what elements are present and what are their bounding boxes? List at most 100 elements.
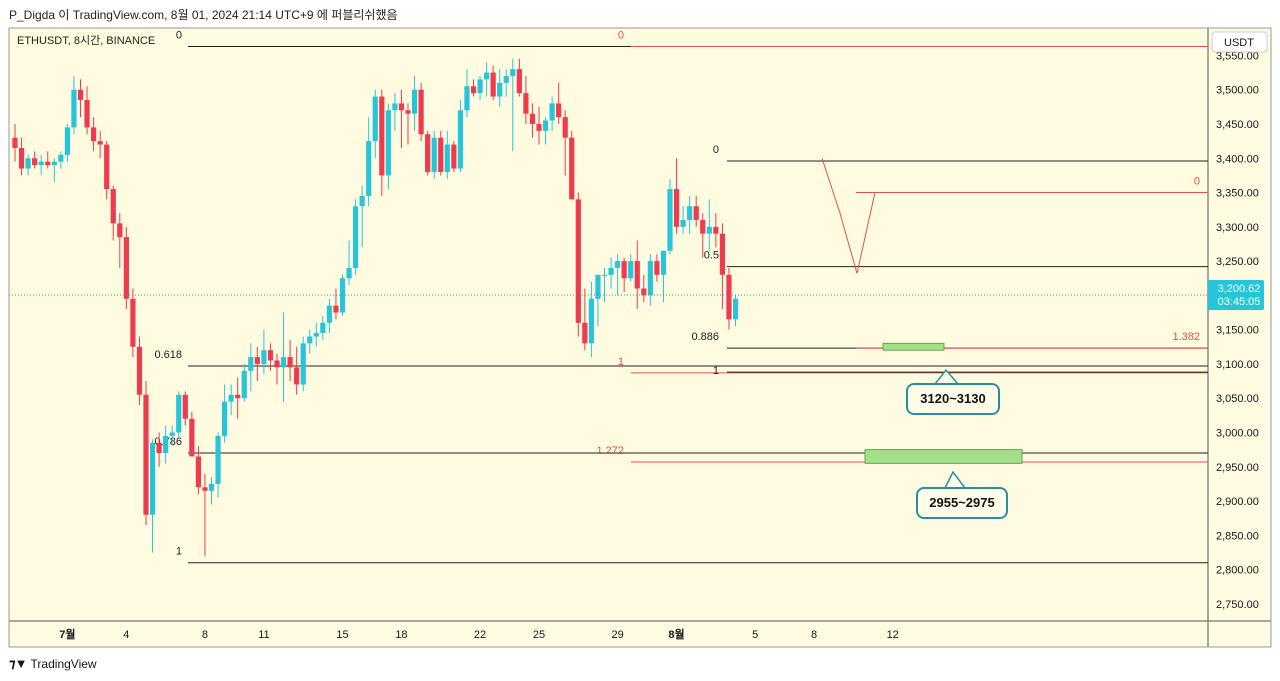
price-tick-label: 3,450.00 bbox=[1216, 119, 1259, 131]
plot-area[interactable] bbox=[9, 28, 1208, 621]
candle bbox=[628, 254, 634, 282]
price-axis[interactable] bbox=[1208, 28, 1271, 647]
candle-body bbox=[615, 261, 621, 268]
candle bbox=[261, 329, 267, 375]
callout-zone-2955[interactable]: 2955~2975 bbox=[916, 487, 1008, 519]
candle-body bbox=[366, 141, 372, 196]
candle bbox=[274, 353, 280, 385]
candle bbox=[359, 185, 365, 248]
price-tick-label: 3,300.00 bbox=[1216, 222, 1259, 234]
candle-body bbox=[104, 144, 110, 190]
candle bbox=[248, 343, 254, 392]
candle-body bbox=[732, 298, 739, 320]
candle-body bbox=[274, 360, 280, 368]
candle bbox=[687, 195, 693, 234]
symbol-label: ETHUSDT, 8시간, BINANCE bbox=[17, 34, 155, 47]
candle bbox=[693, 195, 699, 227]
candle bbox=[366, 117, 372, 207]
fib-level-label: 1.382 bbox=[1172, 331, 1200, 343]
candle-body bbox=[38, 161, 44, 166]
candle-body bbox=[497, 82, 503, 97]
candle bbox=[208, 477, 215, 505]
target-zones[interactable] bbox=[864, 342, 1023, 489]
candle-body bbox=[32, 158, 38, 166]
time-tick-label: 8 bbox=[202, 629, 208, 641]
candle bbox=[477, 75, 483, 100]
candle-body bbox=[25, 158, 31, 169]
tradingview-logo-icon[interactable]: ⁊▼ bbox=[9, 656, 28, 671]
candle bbox=[45, 151, 51, 169]
candle bbox=[97, 130, 103, 159]
candle bbox=[222, 384, 228, 443]
time-tick-label: 22 bbox=[474, 629, 486, 641]
candle-body bbox=[562, 117, 568, 138]
candle bbox=[549, 96, 555, 131]
candle bbox=[398, 89, 405, 148]
candle bbox=[542, 117, 549, 145]
candle-body bbox=[45, 161, 51, 166]
pattern-drawing[interactable] bbox=[821, 158, 876, 274]
candle-body bbox=[569, 137, 575, 200]
footer-brand[interactable]: TradingView bbox=[30, 657, 97, 671]
candle-body bbox=[97, 141, 103, 145]
candle-body bbox=[91, 127, 97, 142]
candle-body bbox=[254, 357, 260, 364]
candle bbox=[156, 432, 162, 467]
candle-body bbox=[575, 199, 581, 323]
candle-body bbox=[156, 442, 162, 454]
candle-body bbox=[484, 72, 490, 80]
candle bbox=[523, 75, 529, 124]
candle-body bbox=[457, 110, 463, 169]
time-tick-label: 15 bbox=[336, 629, 348, 641]
candle-body bbox=[556, 103, 562, 118]
candle-body bbox=[280, 357, 287, 368]
candle bbox=[595, 274, 601, 327]
candle bbox=[18, 137, 25, 176]
candle bbox=[588, 281, 594, 358]
candle-body bbox=[313, 333, 319, 337]
candle-body bbox=[372, 96, 378, 142]
candle bbox=[333, 288, 339, 320]
candle-body bbox=[64, 127, 70, 155]
candle bbox=[438, 130, 444, 176]
candle-body bbox=[582, 322, 588, 344]
candle bbox=[215, 432, 221, 498]
candle bbox=[143, 381, 149, 526]
candle bbox=[680, 206, 686, 234]
currency-button[interactable]: USDT bbox=[1211, 31, 1268, 53]
candle bbox=[294, 346, 300, 395]
candle-body bbox=[490, 72, 496, 97]
candle bbox=[136, 336, 143, 406]
price-tick-label: 2,950.00 bbox=[1216, 462, 1259, 474]
fib-level-label: 0.886 bbox=[691, 331, 719, 343]
candle bbox=[451, 141, 457, 172]
candle bbox=[732, 295, 739, 327]
target-zone-box[interactable] bbox=[864, 449, 1023, 464]
candle-body bbox=[359, 195, 365, 207]
candle bbox=[582, 288, 588, 351]
candle bbox=[444, 130, 450, 179]
candle-body bbox=[529, 113, 536, 124]
candle-body bbox=[182, 394, 188, 419]
candle bbox=[12, 123, 18, 162]
candle-body bbox=[700, 219, 706, 234]
price-tag: 3,200.62 03:45:05 bbox=[1208, 279, 1264, 310]
target-zone-box[interactable] bbox=[882, 342, 945, 351]
time-axis[interactable] bbox=[9, 621, 1208, 647]
candle bbox=[25, 154, 31, 176]
candle bbox=[300, 336, 306, 392]
candle-body bbox=[208, 483, 215, 491]
candle bbox=[176, 391, 182, 440]
candle-body bbox=[18, 147, 25, 169]
pattern-zigzag[interactable] bbox=[821, 158, 876, 274]
candle-body bbox=[628, 261, 634, 279]
candle bbox=[608, 257, 614, 289]
candle bbox=[601, 267, 608, 303]
candle bbox=[713, 213, 719, 248]
candle bbox=[503, 69, 509, 97]
candle-body bbox=[536, 123, 542, 131]
callout-zone-3120[interactable]: 3120~3130 bbox=[906, 383, 1000, 415]
candle-body bbox=[687, 206, 693, 220]
candle bbox=[353, 199, 359, 275]
